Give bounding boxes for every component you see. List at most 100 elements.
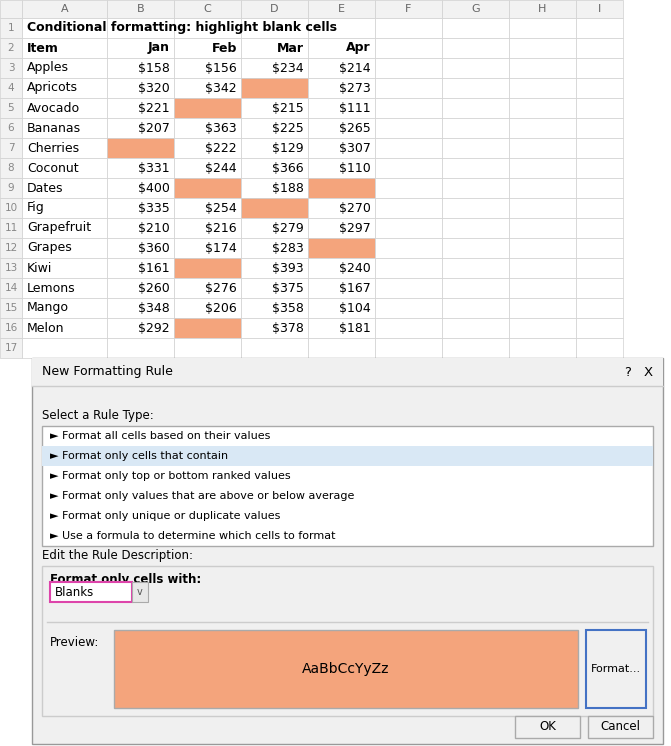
Text: Mango: Mango xyxy=(27,301,69,315)
Bar xyxy=(509,158,576,178)
Bar xyxy=(375,258,442,278)
Bar xyxy=(22,118,107,138)
Text: A: A xyxy=(60,4,68,14)
Text: $181: $181 xyxy=(340,322,371,334)
Text: $161: $161 xyxy=(138,262,170,275)
Text: $283: $283 xyxy=(272,242,304,254)
Bar xyxy=(241,38,308,58)
Bar xyxy=(0,0,623,18)
Text: $225: $225 xyxy=(272,122,304,134)
Text: Apples: Apples xyxy=(27,61,69,75)
Text: $188: $188 xyxy=(272,181,304,195)
Text: $207: $207 xyxy=(138,122,170,134)
Bar xyxy=(241,198,308,218)
Text: $331: $331 xyxy=(138,161,170,175)
Text: Edit the Rule Description:: Edit the Rule Description: xyxy=(42,550,193,562)
Bar xyxy=(107,118,174,138)
Bar xyxy=(174,18,241,38)
Bar xyxy=(22,0,107,18)
Bar xyxy=(42,426,653,546)
Bar xyxy=(509,338,576,358)
Bar xyxy=(107,18,174,38)
Text: $215: $215 xyxy=(272,101,304,114)
Bar xyxy=(22,338,107,358)
Text: AaBbCcYyZz: AaBbCcYyZz xyxy=(302,662,390,676)
Text: $214: $214 xyxy=(340,61,371,75)
Bar xyxy=(0,78,22,98)
Text: $104: $104 xyxy=(340,301,371,315)
Bar xyxy=(576,138,623,158)
Bar xyxy=(308,278,375,298)
Bar xyxy=(308,118,375,138)
Bar xyxy=(107,158,174,178)
Text: Cancel: Cancel xyxy=(601,721,641,733)
Bar xyxy=(308,318,375,338)
Bar xyxy=(107,338,174,358)
Text: Preview:: Preview: xyxy=(50,636,99,648)
Bar xyxy=(509,238,576,258)
Text: 3: 3 xyxy=(7,63,14,73)
Bar xyxy=(22,38,107,58)
Bar xyxy=(32,358,663,386)
Text: $335: $335 xyxy=(138,201,170,215)
Bar xyxy=(241,98,308,118)
Text: Format only cells with:: Format only cells with: xyxy=(50,574,201,586)
Bar xyxy=(174,118,241,138)
Bar xyxy=(308,0,375,18)
Bar xyxy=(375,278,442,298)
Text: $216: $216 xyxy=(205,222,237,234)
Bar xyxy=(576,338,623,358)
Text: H: H xyxy=(538,4,547,14)
Bar xyxy=(22,98,107,118)
Bar xyxy=(241,158,308,178)
Text: F: F xyxy=(405,4,412,14)
Text: Blanks: Blanks xyxy=(55,586,94,598)
Bar xyxy=(0,338,22,358)
Text: $221: $221 xyxy=(138,101,170,114)
Bar xyxy=(174,198,241,218)
Bar xyxy=(22,198,107,218)
Bar xyxy=(107,78,174,98)
Text: Grapefruit: Grapefruit xyxy=(27,222,91,234)
Text: 6: 6 xyxy=(7,123,14,133)
Bar xyxy=(308,18,375,38)
Bar xyxy=(576,58,623,78)
Text: OK: OK xyxy=(539,721,556,733)
Text: 5: 5 xyxy=(7,103,14,113)
Text: 1: 1 xyxy=(7,23,14,33)
Text: 13: 13 xyxy=(5,263,17,273)
Bar xyxy=(107,138,174,158)
Bar xyxy=(442,218,509,238)
Text: $360: $360 xyxy=(138,242,170,254)
Bar xyxy=(132,582,148,602)
Bar xyxy=(375,78,442,98)
Text: $378: $378 xyxy=(272,322,304,334)
Bar xyxy=(375,38,442,58)
Text: $307: $307 xyxy=(339,142,371,154)
Text: G: G xyxy=(471,4,480,14)
Text: Format...: Format... xyxy=(591,664,641,674)
Text: ► Format all cells based on their values: ► Format all cells based on their values xyxy=(50,431,270,441)
Text: $342: $342 xyxy=(205,81,237,95)
Bar xyxy=(0,298,22,318)
Text: $270: $270 xyxy=(339,201,371,215)
Text: 4: 4 xyxy=(7,83,14,93)
Bar xyxy=(22,298,107,318)
Text: ► Format only top or bottom ranked values: ► Format only top or bottom ranked value… xyxy=(50,471,291,481)
Bar xyxy=(375,298,442,318)
Bar xyxy=(107,298,174,318)
Bar xyxy=(241,218,308,238)
Bar xyxy=(107,178,174,198)
Text: $393: $393 xyxy=(272,262,304,275)
Text: Select a Rule Type:: Select a Rule Type: xyxy=(42,410,154,422)
Bar xyxy=(375,118,442,138)
Bar xyxy=(308,198,375,218)
Bar xyxy=(22,138,107,158)
Bar xyxy=(174,158,241,178)
Text: Apricots: Apricots xyxy=(27,81,78,95)
Bar xyxy=(442,258,509,278)
Bar xyxy=(509,0,576,18)
Text: $358: $358 xyxy=(272,301,304,315)
Bar xyxy=(588,716,653,738)
Bar xyxy=(576,278,623,298)
